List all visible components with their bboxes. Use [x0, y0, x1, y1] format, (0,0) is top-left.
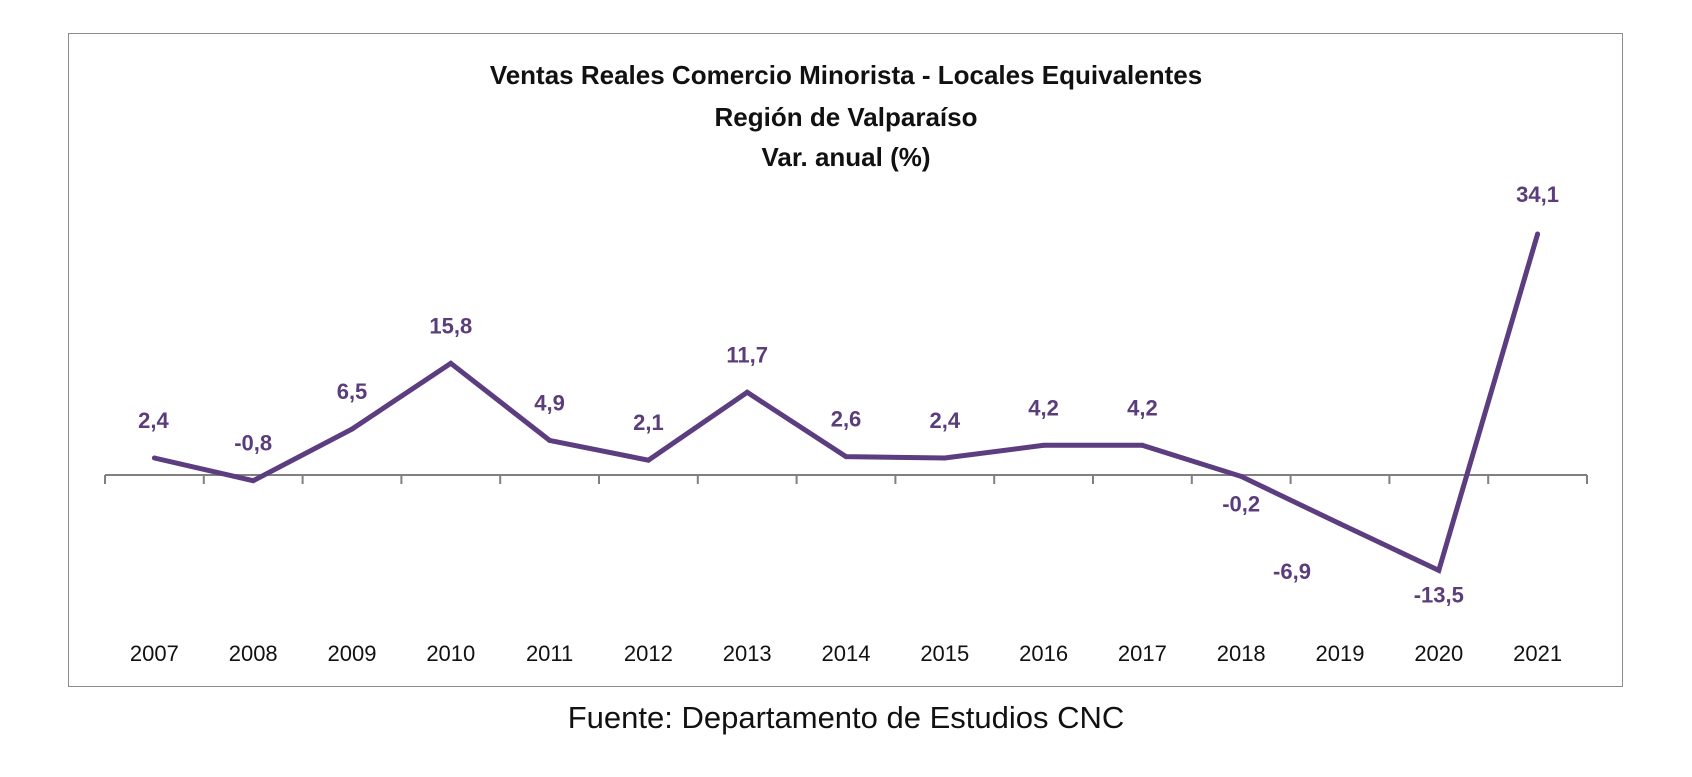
data-point-2013 [744, 389, 750, 395]
x-tick-label-2012: 2012 [624, 641, 673, 666]
data-label-2015: 2,4 [930, 408, 961, 433]
x-tick-label-2010: 2010 [426, 641, 475, 666]
data-point-2019 [1337, 521, 1343, 527]
chart-title: Ventas Reales Comercio Minorista - Local… [490, 60, 1202, 172]
data-label-2020: -13,5 [1414, 582, 1464, 607]
x-tick-label-2009: 2009 [328, 641, 377, 666]
chart-title-line-2: Región de Valparaíso [715, 102, 978, 132]
chart-title-line-3: Var. anual (%) [761, 142, 930, 172]
data-label-2021: 34,1 [1516, 182, 1559, 207]
data-label-2007: 2,4 [138, 408, 169, 433]
x-tick-label-2015: 2015 [920, 641, 969, 666]
data-point-2010 [448, 360, 454, 366]
x-tick-label-2014: 2014 [822, 641, 871, 666]
data-point-2007 [151, 455, 157, 461]
source-note: Fuente: Departamento de Estudios CNC [567, 700, 1125, 735]
data-label-2018: -0,2 [1222, 491, 1260, 516]
data-point-2021 [1535, 231, 1541, 237]
data-point-2008 [250, 478, 256, 484]
x-tick-label-2016: 2016 [1019, 641, 1068, 666]
x-tick-label-2019: 2019 [1316, 641, 1365, 666]
x-tick-label-2011: 2011 [526, 641, 573, 666]
x-tick-label-2021: 2021 [1513, 641, 1562, 666]
data-label-2013: 11,7 [726, 342, 768, 367]
data-point-2011 [547, 437, 553, 443]
data-point-2020 [1436, 567, 1442, 573]
chart-frame [68, 33, 1623, 687]
data-point-2014 [843, 454, 849, 460]
data-point-2017 [1139, 442, 1145, 448]
data-label-2014: 2,6 [831, 407, 862, 432]
data-point-2012 [645, 457, 651, 463]
data-label-2012: 2,1 [633, 410, 664, 435]
x-tick-label-2017: 2017 [1118, 641, 1167, 666]
x-tick-label-2018: 2018 [1217, 641, 1266, 666]
data-point-2016 [1041, 442, 1047, 448]
x-tick-label-2020: 2020 [1414, 641, 1463, 666]
data-label-2017: 4,2 [1127, 395, 1158, 420]
data-label-2009: 6,5 [337, 379, 368, 404]
data-point-2009 [349, 426, 355, 432]
data-label-2011: 4,9 [534, 390, 565, 415]
chart-title-line-1: Ventas Reales Comercio Minorista - Local… [490, 60, 1202, 90]
x-tick-labels: 2007 2008 2009 2010 2011 2012 2013 2014 2015 2016… [130, 641, 1562, 666]
data-label-2016: 4,2 [1028, 395, 1059, 420]
data-label-2010: 15,8 [429, 313, 472, 338]
data-point-2018 [1238, 473, 1244, 479]
data-labels: 2,4 -0,8 6,5 15,8 4,9 2,1 11,7 2,6 2,4 4,2 4,2 -0,2… [138, 182, 1559, 607]
x-axis [104, 474, 1588, 484]
x-tick-label-2013: 2013 [723, 641, 772, 666]
data-point-2015 [942, 455, 948, 461]
data-label-2019: -6,9 [1273, 559, 1311, 584]
series-line-group [151, 231, 1541, 574]
x-tick-label-2008: 2008 [229, 641, 278, 666]
data-label-2008: -0,8 [234, 431, 272, 456]
x-tick-label-2007: 2007 [130, 641, 179, 666]
